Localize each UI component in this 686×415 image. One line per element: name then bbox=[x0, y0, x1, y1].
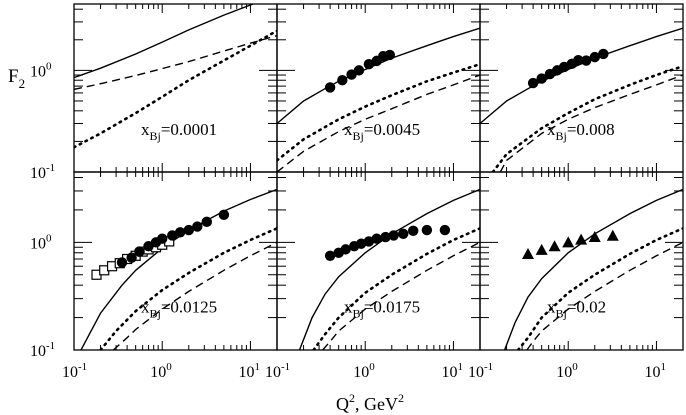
series-dotted-line bbox=[277, 62, 480, 162]
series-dashed-line bbox=[499, 74, 683, 172]
series-dashed-line bbox=[322, 241, 480, 350]
series-solid-line bbox=[277, 27, 480, 125]
x-tick-label: 100 bbox=[556, 361, 578, 381]
data-point-circle bbox=[126, 252, 137, 263]
x-tick-label: 101 bbox=[644, 361, 666, 381]
x-tick-label: 10-1 bbox=[468, 361, 493, 381]
data-point-circle bbox=[337, 75, 348, 86]
xbj-annotation: xBj=0.0175 bbox=[344, 298, 420, 321]
panel-3: xBj=0.008 bbox=[479, 3, 684, 173]
data-point-circle bbox=[408, 225, 419, 236]
data-point-circle bbox=[201, 216, 212, 228]
panel-frame bbox=[276, 3, 481, 173]
series-solid-line bbox=[74, 4, 256, 79]
y-tick-label: 10-1 bbox=[30, 340, 55, 360]
panel-series bbox=[298, 188, 480, 350]
x-tick-label: 100 bbox=[353, 361, 375, 381]
series-dotted-line bbox=[312, 227, 480, 350]
y-tick-label: 100 bbox=[30, 60, 52, 80]
data-point-circle bbox=[340, 244, 351, 255]
panel-series bbox=[480, 27, 683, 172]
y-tick-label: 10-1 bbox=[30, 162, 55, 182]
series-dashed-line bbox=[112, 241, 277, 350]
panel-series bbox=[503, 188, 683, 350]
y-tick-label: 100 bbox=[30, 232, 52, 252]
panel-series bbox=[277, 27, 480, 172]
series-dashed-line bbox=[526, 241, 683, 350]
data-point-circle bbox=[218, 209, 230, 221]
series-dotted-line bbox=[74, 29, 277, 149]
data-point-circle bbox=[134, 246, 145, 257]
data-point-circle bbox=[175, 227, 186, 238]
data-point-circle bbox=[363, 59, 375, 70]
x-tick-label: 10-1 bbox=[62, 361, 87, 381]
panel-frame bbox=[73, 171, 278, 351]
series-dotted-line bbox=[491, 64, 683, 172]
data-point-circle bbox=[183, 224, 194, 236]
series-solid-line bbox=[298, 188, 480, 350]
panel-frame bbox=[479, 171, 684, 351]
data-point-circle bbox=[527, 77, 539, 89]
data-point-circle bbox=[192, 221, 203, 232]
panel-5: xBj=0.0175 bbox=[276, 171, 481, 351]
data-point-circle bbox=[573, 54, 584, 66]
xbj-annotation: xBj=0.008 bbox=[547, 120, 615, 143]
x-tick-label: 10-1 bbox=[265, 361, 290, 381]
panel-6: xBj=0.02 bbox=[479, 171, 684, 351]
data-point-triangle bbox=[535, 243, 548, 255]
series-dotted-line bbox=[99, 227, 277, 350]
xbj-annotation: xBj=0.0125 bbox=[141, 298, 217, 321]
data-point-triangle bbox=[521, 247, 534, 259]
series-solid-line bbox=[503, 188, 683, 350]
panel-frame bbox=[276, 171, 481, 351]
data-point-circle bbox=[167, 230, 178, 241]
series-dashed-line bbox=[277, 74, 480, 172]
panels-layer: xBj=0.0001 xBj=0.0045 xBj=0.008 xBj=0.0125 x… bbox=[30, 3, 684, 381]
data-point-circle bbox=[116, 257, 128, 268]
data-point-triangle bbox=[575, 233, 588, 245]
data-point-circle bbox=[324, 250, 336, 261]
data-point-triangle bbox=[606, 229, 619, 241]
data-point-circle bbox=[371, 233, 382, 244]
panel-series bbox=[80, 188, 277, 350]
xbj-annotation: xBj=0.0045 bbox=[344, 120, 420, 143]
data-point-circle bbox=[380, 231, 391, 243]
panel-2: xBj=0.0045 bbox=[276, 3, 481, 173]
panel-1: xBj=0.0001 bbox=[73, 3, 278, 173]
panel-frame bbox=[479, 3, 684, 173]
series-dashed-line bbox=[74, 34, 277, 91]
data-point-triangle bbox=[562, 236, 575, 248]
series-dotted-line bbox=[516, 227, 683, 350]
data-point-circle bbox=[363, 236, 375, 247]
data-point-circle bbox=[388, 230, 399, 241]
y-axis-label: F2 bbox=[8, 66, 25, 91]
data-point-triangle bbox=[548, 240, 561, 252]
xbj-annotation: xBj=0.0001 bbox=[141, 120, 217, 143]
data-point-circle bbox=[598, 48, 609, 60]
data-point-circle bbox=[353, 65, 365, 76]
panel-4: xBj=0.0125 bbox=[73, 171, 278, 351]
x-tick-label: 100 bbox=[150, 361, 172, 381]
data-point-circle bbox=[439, 224, 451, 236]
x-tick-label: 101 bbox=[238, 361, 260, 381]
data-point-circle bbox=[589, 51, 600, 63]
data-point-circle bbox=[398, 228, 409, 240]
data-point-circle bbox=[536, 73, 547, 84]
data-point-circle bbox=[421, 224, 433, 236]
panel-series bbox=[74, 4, 277, 149]
data-point-circle bbox=[581, 55, 592, 66]
data-point-circle bbox=[157, 233, 168, 244]
data-point-circle bbox=[324, 82, 336, 93]
xbj-annotation: xBj=0.02 bbox=[547, 298, 606, 321]
x-axis-label: Q2, GeV2 bbox=[336, 391, 404, 414]
data-point-triangle bbox=[588, 231, 601, 243]
x-tick-label: 101 bbox=[441, 361, 463, 381]
data-point-circle bbox=[384, 49, 396, 61]
